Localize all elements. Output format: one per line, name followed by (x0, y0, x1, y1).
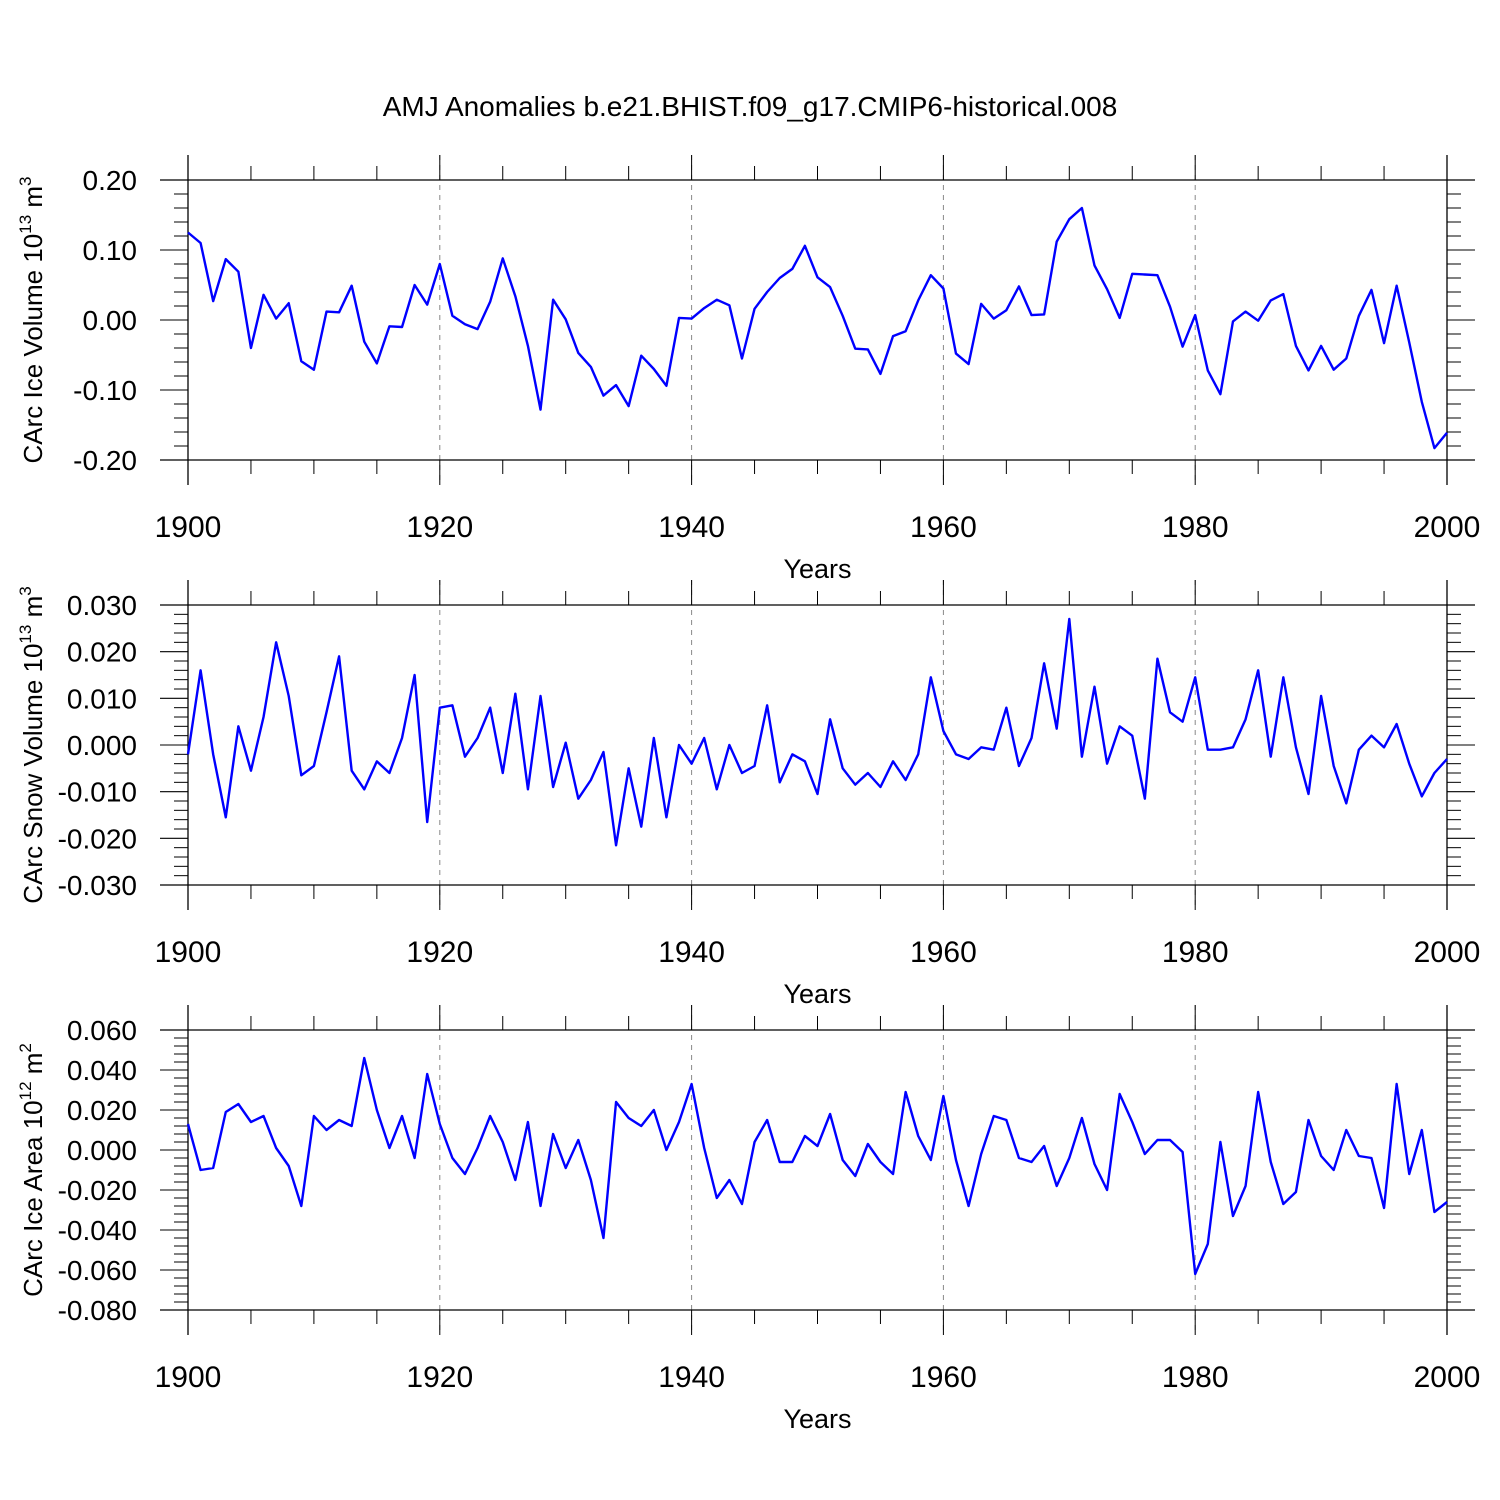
x-tick-label: 1900 (155, 1361, 222, 1394)
y-tick-label: 0.20 (83, 165, 138, 196)
y-tick-label: -0.20 (73, 445, 137, 476)
chart-panel-3: 0.060 0.040 0.020 0.000 -0.020 -0.040 -0.060 -0… (16, 1005, 1480, 1434)
y-axis-label: CArc Snow Volume 1013 m3 (16, 586, 48, 903)
chart-panel-2: 0.030 0.020 0.010 0.000 -0.010 -0.020 -0.030 19… (16, 580, 1480, 1009)
x-tick-label: 1940 (658, 511, 725, 544)
y-tick-label: 0.000 (67, 1135, 137, 1166)
series-line (187, 206, 1448, 450)
x-tick-label: 1940 (658, 936, 725, 969)
x-axis-label: Years (783, 554, 851, 584)
y-tick-label: 0.000 (67, 730, 137, 761)
x-axis-label: Years (783, 979, 851, 1009)
y-tick-label: 0.010 (67, 683, 137, 714)
x-tick-label: 1960 (910, 936, 977, 969)
y-tick-label: -0.080 (58, 1295, 137, 1326)
y-axis-label: CArc Ice Area 1012 m2 (16, 1043, 48, 1297)
x-tick-label: 1920 (406, 1361, 473, 1394)
x-tick-label: 1960 (910, 1361, 977, 1394)
y-tick-label: -0.020 (58, 823, 137, 854)
y-axis-label: CArc Ice Volume 1013 m3 (16, 176, 48, 463)
x-tick-label: 1980 (1162, 1361, 1229, 1394)
x-axis-label: Years (783, 1404, 851, 1434)
x-tick-label: 2000 (1414, 511, 1481, 544)
y-tick-label: 0.060 (67, 1015, 137, 1046)
y-tick-label: 0.040 (67, 1055, 137, 1086)
figure-title: AMJ Anomalies b.e21.BHIST.f09_g17.CMIP6-… (383, 91, 1118, 122)
panels: 0.20 0.10 0.00 -0.10 -0.20 1900 1920 1940 1960 19… (16, 155, 1480, 1434)
y-tick-label: -0.060 (58, 1255, 137, 1286)
x-tick-label: 2000 (1414, 936, 1481, 969)
chart-panel-1: 0.20 0.10 0.00 -0.10 -0.20 1900 1920 1940 1960 19… (16, 155, 1480, 584)
y-tick-label: -0.10 (73, 375, 137, 406)
y-tick-label: 0.020 (67, 1095, 137, 1126)
x-tick-label: 1980 (1162, 936, 1229, 969)
y-tick-label: 0.020 (67, 637, 137, 668)
y-tick-label: -0.010 (58, 777, 137, 808)
x-tick-label: 1960 (910, 511, 977, 544)
x-tick-label: 1900 (155, 936, 222, 969)
x-tick-label: 1980 (1162, 511, 1229, 544)
x-tick-label: 1940 (658, 1361, 725, 1394)
series-line (186, 617, 1448, 847)
x-tick-label: 1900 (155, 511, 222, 544)
y-tick-label: -0.040 (58, 1215, 137, 1246)
x-tick-label: 1920 (406, 511, 473, 544)
y-tick-label: 0.030 (67, 590, 137, 621)
y-tick-label: 0.10 (83, 235, 138, 266)
y-tick-label: -0.030 (58, 870, 137, 901)
x-tick-label: 1920 (406, 936, 473, 969)
x-tick-label: 2000 (1414, 1361, 1481, 1394)
series-line (186, 1056, 1448, 1276)
y-tick-label: -0.020 (58, 1175, 137, 1206)
y-tick-label: 0.00 (83, 305, 138, 336)
